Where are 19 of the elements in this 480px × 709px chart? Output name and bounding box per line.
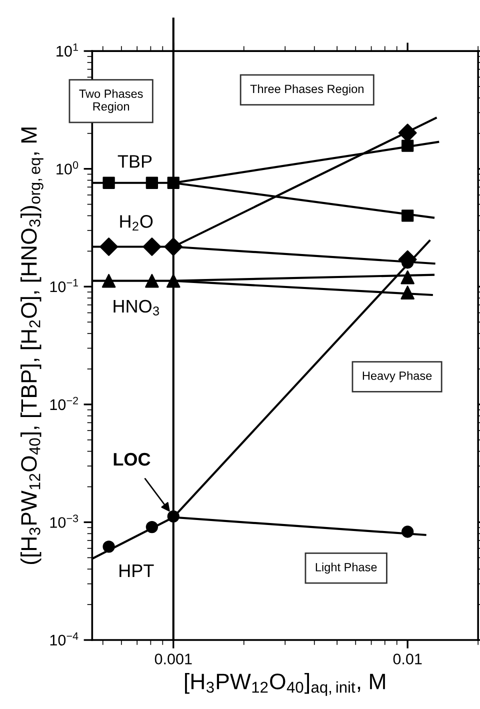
annotation: HPT: [120, 564, 154, 577]
annotation: LOC: [114, 452, 150, 466]
annotation: Light Phase: [316, 562, 377, 574]
annotation: H$_{2}$O: [120, 215, 153, 231]
annotation: HNO$_{3}$: [114, 300, 159, 316]
x-tick-label: 0.01: [393, 654, 422, 664]
text: [H$_{3}$PW$_{12}$O$_{40}$]$_{aq,init}$, M: [185, 673, 385, 696]
annotation: Heavy Phase: [362, 371, 432, 382]
y-tick-label: 10$^{−4}$: [50, 632, 78, 646]
text: ([H$_{3}$PW$_{12}$O$_{40}$], [TBP], [H$_{2}$O], [HNO$_{3}$])$_{org,eq}$, M: [20, 128, 44, 564]
y-tick-label: 10$^{−1}$: [50, 279, 78, 292]
y-tick-label: 10$^{1}$: [56, 43, 78, 57]
x-tick-label: 0.001: [154, 654, 192, 664]
y-tick-label: 10$^{−3}$: [50, 514, 78, 528]
y-tick-label: 10$^{0}$: [56, 161, 78, 175]
annotation: TBP: [118, 155, 152, 168]
annotation: Two Phases Region: [79, 89, 143, 113]
annotation: Three Phases Region: [250, 84, 364, 96]
y-tick-label: 10$^{−2}$: [50, 396, 78, 410]
